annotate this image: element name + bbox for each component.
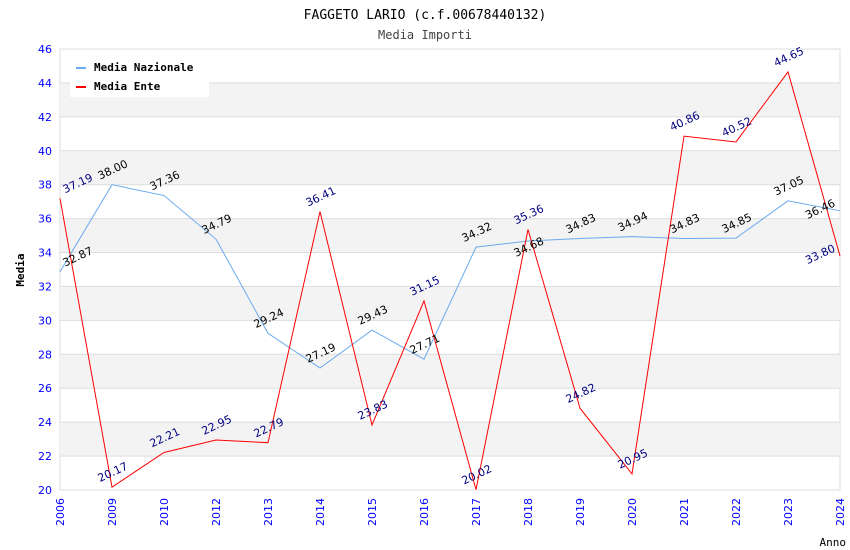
x-tick-label: 2014 (314, 498, 327, 526)
x-tick-label: 2024 (834, 498, 847, 526)
plot-area (59, 48, 841, 491)
x-tick-label: 2021 (678, 498, 691, 526)
y-tick-label: 24 (38, 416, 52, 429)
x-tick-label: 2019 (574, 498, 587, 526)
x-tick-label: 2022 (730, 498, 743, 526)
x-tick-label: 2009 (106, 498, 119, 526)
x-tick-label: 2010 (158, 498, 171, 526)
legend: Media Nazionale Media Ente (70, 56, 209, 97)
x-tick-label: 2016 (418, 498, 431, 526)
y-tick-label: 22 (38, 450, 52, 463)
y-tick-label: 36 (38, 213, 52, 226)
legend-swatch-ente (76, 86, 86, 88)
y-tick-label: 44 (38, 77, 52, 90)
x-tick-label: 2015 (366, 498, 379, 526)
y-tick-label: 34 (38, 247, 52, 260)
grid-band (60, 354, 840, 389)
legend-label-ente: Media Ente (94, 80, 161, 93)
x-tick-label: 2023 (782, 498, 795, 526)
y-axis-label: Media (14, 253, 27, 286)
x-tick-label: 2006 (54, 498, 67, 526)
y-tick-label: 42 (38, 111, 52, 124)
x-tick-label: 2020 (626, 498, 639, 526)
x-tick-label: 2013 (262, 498, 275, 526)
y-tick-label: 20 (38, 484, 52, 497)
y-tick-label: 38 (38, 179, 52, 192)
series-line-nazionale (59, 184, 841, 369)
legend-label-nazionale: Media Nazionale (94, 61, 194, 74)
y-tick-label: 28 (38, 348, 52, 361)
x-tick-label: 2017 (470, 498, 483, 526)
x-tick-label: 2012 (210, 498, 223, 526)
grid-band (60, 422, 840, 457)
grid-band (60, 150, 840, 185)
x-axis-label: Anno (820, 536, 847, 549)
y-tick-label: 30 (38, 314, 52, 327)
legend-swatch-nazionale (76, 67, 86, 69)
series-line-ente (59, 70, 841, 490)
y-tick-label: 40 (38, 145, 52, 158)
y-tick-label: 32 (38, 280, 52, 293)
x-tick-label: 2018 (522, 498, 535, 526)
chart-subtitle: Media Importi (378, 28, 472, 42)
grid-band (60, 218, 840, 253)
chart-title: FAGGETO LARIO (c.f.00678440132) (304, 8, 547, 23)
y-tick-label: 26 (38, 382, 52, 395)
y-tick-label: 46 (38, 43, 52, 56)
